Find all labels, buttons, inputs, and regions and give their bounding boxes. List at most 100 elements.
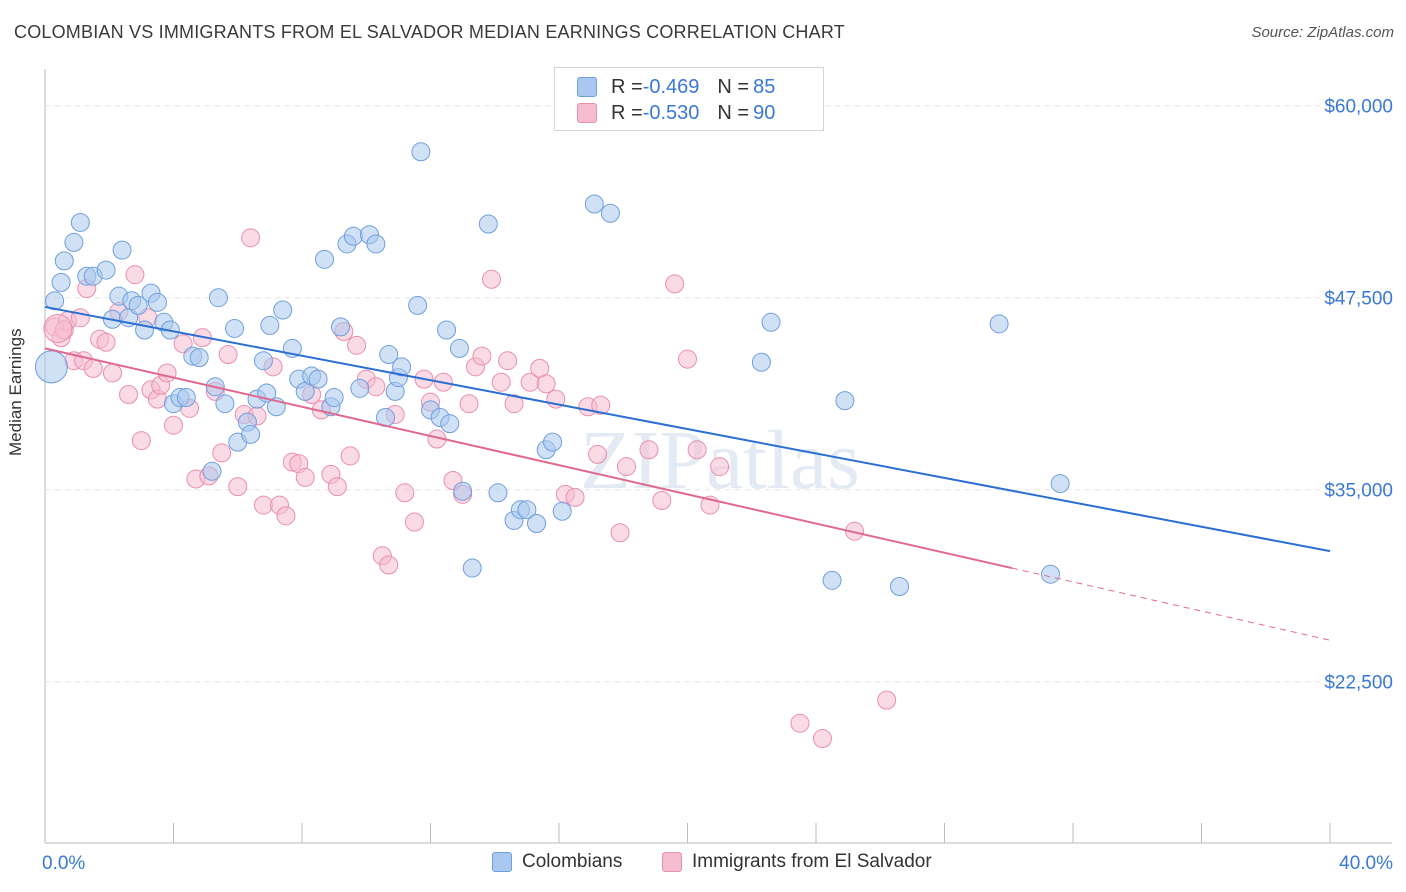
colombian-point	[215, 394, 235, 414]
el-salvador-point	[665, 274, 685, 294]
el-salvador-point	[295, 467, 315, 487]
el-salvador-point	[125, 265, 145, 285]
colombian-point	[202, 461, 222, 481]
el-salvador-point	[652, 490, 672, 510]
colombian-point	[437, 320, 457, 340]
legend-swatch-pink	[577, 103, 597, 123]
el-salvador-point	[379, 555, 399, 575]
el-salvador-point	[472, 346, 492, 366]
bottom-legend-label-el-salvador: Immigrants from El Salvador	[692, 851, 932, 872]
bottom-legend-label-colombians: Colombians	[522, 851, 623, 872]
tick-labels: $22,500 $35,000 $47,500 $60,000 0.0% 40.0%	[42, 97, 1393, 874]
colombian-point	[453, 481, 473, 501]
y-tick-label: $35,000	[1324, 481, 1393, 502]
el-salvador-point	[498, 351, 518, 371]
colombian-point	[64, 232, 84, 252]
colombian-point	[462, 558, 482, 578]
el-salvador-point	[610, 523, 630, 543]
colombian-point	[552, 501, 572, 521]
colombian-point	[54, 251, 74, 271]
legend-n-value: 85	[753, 75, 776, 98]
el-salvador-point	[790, 713, 810, 733]
el-salvador-point	[591, 395, 611, 415]
el-salvador-point	[340, 446, 360, 466]
el-salvador-point	[119, 384, 139, 404]
bottom-legend-el-salvador: Immigrants from El Salvador	[662, 851, 932, 873]
el-salvador-point	[459, 394, 479, 414]
el-salvador-point	[687, 440, 707, 460]
legend-n-label: N =	[717, 101, 750, 124]
colombian-point	[45, 291, 65, 311]
chart-title: COLOMBIAN VS IMMIGRANTS FROM EL SALVADOR…	[14, 22, 845, 42]
colombian-point	[241, 424, 261, 444]
el-salvador-point	[588, 444, 608, 464]
colombian-point	[411, 142, 431, 162]
colombian-point	[392, 357, 412, 377]
el-salvador-point	[228, 477, 248, 497]
colombian-point	[308, 369, 328, 389]
colombian-point	[543, 432, 563, 452]
el-salvador-point	[347, 335, 367, 355]
legend-row-el-salvador: R = -0.530 N = 90	[577, 101, 775, 125]
el-salvador-point	[482, 269, 502, 289]
y-axis-label: Median Earnings	[6, 328, 25, 456]
colombian-point	[1050, 474, 1070, 494]
colombian-point	[314, 249, 334, 269]
axes	[44, 69, 1392, 844]
colombian-point	[517, 500, 537, 520]
colombian-trend-line	[44, 305, 1331, 553]
colombian-point	[488, 483, 508, 503]
el-salvador-point	[164, 415, 183, 435]
legend-swatch-blue	[577, 77, 597, 97]
colombian-point	[350, 378, 370, 398]
correlation-legend: R = -0.469 N = 85 R = -0.530 N = 90	[554, 67, 824, 131]
colombian-point	[440, 414, 460, 434]
el-salvador-point	[710, 457, 730, 477]
el-salvador-trend-extension	[1011, 567, 1331, 641]
source-label: Source: ZipAtlas.com	[1251, 24, 1394, 41]
colombian-point	[989, 314, 1009, 334]
legend-r-value: -0.530	[642, 101, 700, 124]
el-salvador-point	[212, 443, 232, 463]
trend-lines	[44, 305, 1331, 641]
colombian-points	[34, 142, 1070, 596]
colombian-point	[449, 338, 469, 358]
legend-r-label: R =	[611, 75, 643, 98]
colombian-point	[478, 214, 498, 234]
legend-n-value: 90	[753, 101, 776, 124]
el-salvador-point	[157, 363, 177, 383]
el-salvador-point	[102, 363, 122, 383]
colombian-point	[208, 288, 228, 308]
y-tick-label: $22,500	[1324, 673, 1393, 694]
colombian-point	[128, 295, 148, 315]
colombian-point	[331, 317, 351, 337]
el-salvador-point	[395, 483, 415, 503]
x-tick-label-max: 40.0%	[1339, 853, 1393, 874]
el-salvador-point	[504, 394, 524, 414]
el-salvador-point	[241, 228, 261, 248]
colombian-point	[822, 570, 842, 590]
colombian-point	[189, 348, 209, 368]
el-salvador-point-cluster	[43, 313, 73, 343]
colombian-point	[51, 272, 71, 292]
el-salvador-point	[491, 372, 511, 392]
bottom-legend-swatch-pink	[662, 852, 682, 872]
colombian-point	[273, 300, 293, 320]
colombian-point	[260, 315, 280, 335]
el-salvador-point	[536, 374, 556, 394]
el-salvador-trend-line	[44, 347, 1013, 570]
el-salvador-point	[366, 377, 386, 397]
colombian-point	[343, 226, 363, 246]
el-salvador-point	[96, 332, 116, 352]
colombian-point	[70, 212, 90, 232]
el-salvador-point	[327, 477, 347, 497]
colombian-point	[225, 318, 245, 338]
legend-r-label: R =	[611, 101, 643, 124]
colombian-point	[96, 260, 116, 280]
colombian-point-cluster	[34, 350, 68, 384]
colombian-point	[408, 295, 428, 315]
el-salvador-point	[565, 487, 585, 507]
colombian-point	[1041, 564, 1061, 584]
bottom-legend-colombians: Colombians	[492, 851, 622, 873]
